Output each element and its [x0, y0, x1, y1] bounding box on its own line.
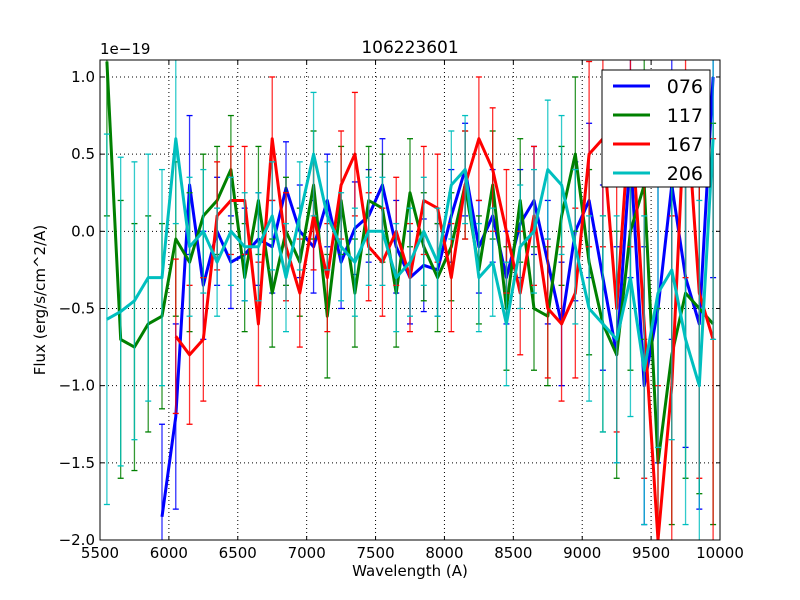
legend-box	[601, 69, 711, 188]
legend-label-117: 117	[667, 105, 703, 127]
legend-label-076: 076	[667, 76, 703, 98]
y-tick-label: 1.0	[71, 68, 95, 86]
y-tick-label: −2.0	[59, 531, 95, 549]
x-tick-label: 7500	[356, 544, 394, 562]
x-tick-label: 5500	[81, 544, 119, 562]
y-tick-label: 0.0	[71, 222, 95, 240]
x-axis-label: Wavelength (A)	[352, 562, 468, 580]
chart-title: 106223601	[361, 38, 458, 58]
legend-label-167: 167	[667, 134, 703, 156]
legend: 076 117 167 206	[601, 69, 711, 188]
x-tick-label: 10000	[696, 544, 744, 562]
axes-frame	[99, 59, 721, 541]
y-tick-label: −1.5	[59, 454, 95, 472]
series-layer	[103, 60, 717, 540]
series-206	[103, 60, 717, 540]
x-tick-label: 8500	[494, 544, 532, 562]
y-tick-label: 0.5	[71, 145, 95, 163]
x-tick-label: 6500	[219, 544, 257, 562]
x-tick-label: 7000	[288, 544, 326, 562]
y-scale-label: 1e−19	[100, 40, 150, 58]
ticks: 5500 6000 6500 7000 7500 8000 8500 9000 9500 1000…	[59, 60, 744, 562]
y-tick-label: −1.0	[59, 377, 95, 395]
legend-label-206: 206	[667, 163, 703, 185]
x-tick-label: 9500	[632, 544, 670, 562]
y-tick-label: −0.5	[59, 299, 95, 317]
y-axis-label: Flux (erg/s/cm^2/A)	[31, 225, 49, 376]
x-tick-label: 9000	[563, 544, 601, 562]
x-tick-label: 8000	[425, 544, 463, 562]
x-tick-label: 6000	[150, 544, 188, 562]
